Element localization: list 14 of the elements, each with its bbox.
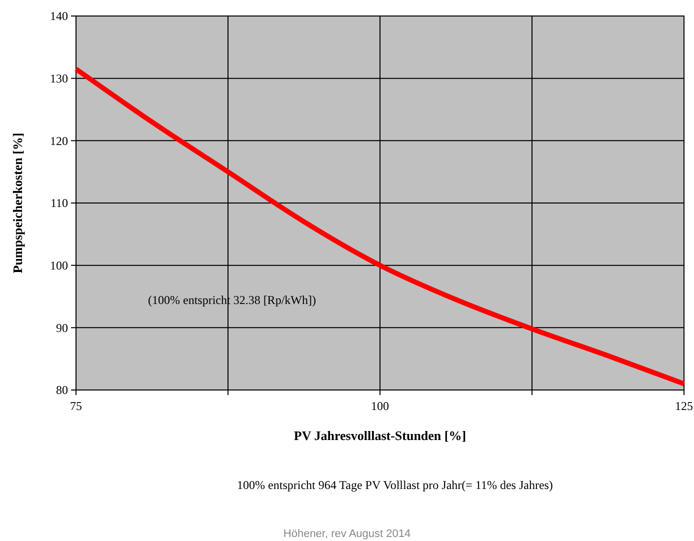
y-tick-label: 140 <box>50 9 68 24</box>
y-tick-label: 80 <box>56 383 68 398</box>
y-tick-label: 120 <box>50 134 68 148</box>
y-tick-label: 90 <box>56 320 68 335</box>
text: Höhener, rev August 2014 <box>283 528 411 540</box>
y-tick-label: 100 <box>50 258 68 273</box>
y-tick-label: 130 <box>50 72 68 86</box>
y-axis-title: Pumpspeicherkosten [%] <box>10 132 25 274</box>
x-tick-label: 100 <box>371 399 389 413</box>
x-tick-label: 75 <box>70 399 82 413</box>
x-axis-title: PV Jahresvolllast-Stunden [%] <box>294 428 466 443</box>
text: 100% entspricht 964 Tage PV Volllast pro Jahr(= 11% des Jahres) <box>237 478 553 492</box>
y-tick-label: 110 <box>50 196 68 210</box>
x-tick-label: 125 <box>675 399 693 413</box>
